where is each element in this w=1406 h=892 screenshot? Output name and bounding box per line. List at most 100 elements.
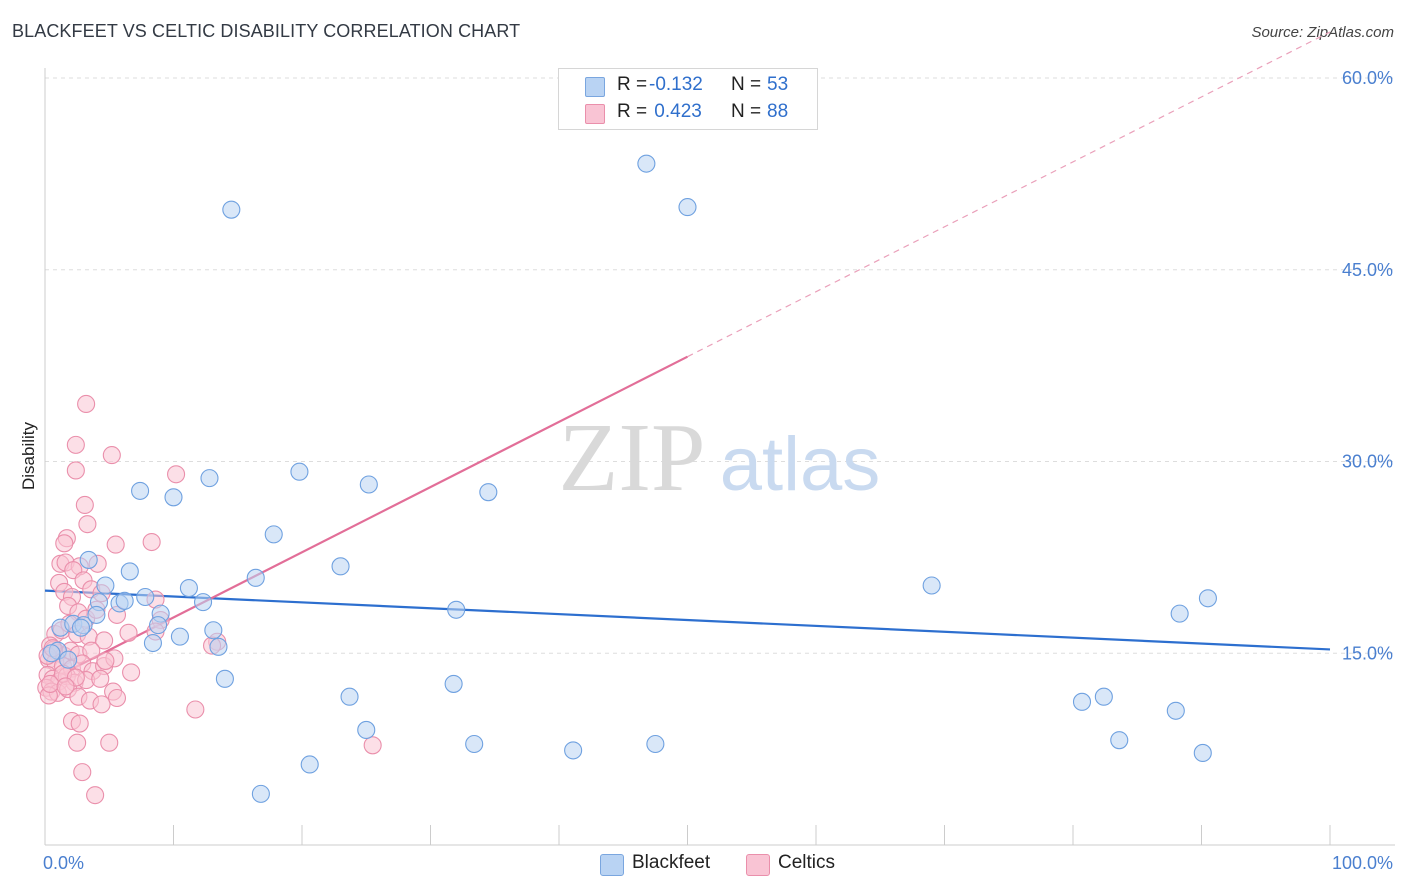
- point-blackfeet: [42, 644, 61, 663]
- legend-r-label: R =: [617, 101, 648, 122]
- point-celtics: [106, 535, 125, 554]
- point-blackfeet: [357, 720, 376, 740]
- stats-legend: R = -0.132 N = 53 R = 0.423 N = 88: [558, 68, 818, 130]
- point-celtics: [119, 623, 138, 642]
- bottom-legend-swatch-celtics: [746, 854, 770, 876]
- point-blackfeet: [209, 637, 228, 656]
- point-blackfeet: [331, 557, 350, 576]
- point-blackfeet: [1094, 687, 1113, 706]
- point-blackfeet: [79, 550, 98, 569]
- point-blackfeet: [59, 650, 78, 669]
- legend-n-value: 53: [767, 74, 789, 95]
- point-blackfeet: [444, 674, 463, 693]
- source-label: Source: ZipAtlas.com: [1251, 24, 1394, 41]
- point-blackfeet: [479, 483, 498, 502]
- bottom-legend-swatch-blackfeet: [600, 854, 624, 876]
- axes: [44, 68, 1395, 846]
- point-celtics: [92, 695, 111, 714]
- trend-line-extension: [687, 31, 1331, 358]
- point-blackfeet: [179, 579, 198, 598]
- y-tick-label: 60.0%: [1342, 68, 1393, 88]
- watermark-atlas: atlas: [720, 422, 881, 507]
- point-blackfeet: [1110, 731, 1129, 750]
- bottom-legend-label: Celtics: [778, 852, 836, 873]
- point-blackfeet: [264, 525, 283, 544]
- legend-r-label: R =: [617, 74, 648, 95]
- point-blackfeet: [204, 621, 223, 640]
- trend-line-blackfeet: [44, 589, 1331, 651]
- y-tick-label: 30.0%: [1342, 452, 1393, 472]
- legend-swatch-celtics: [585, 104, 605, 124]
- x-tick-label: 100.0%: [1332, 853, 1393, 873]
- point-celtics: [142, 532, 161, 552]
- point-blackfeet: [136, 587, 155, 607]
- point-celtics: [107, 688, 127, 708]
- y-axis-label: Disability: [19, 421, 38, 490]
- point-blackfeet: [246, 568, 265, 587]
- legend-r-value: -0.132: [649, 74, 703, 95]
- x-tick-label: 0.0%: [43, 853, 84, 873]
- point-blackfeet: [194, 593, 213, 612]
- point-celtics: [363, 736, 382, 755]
- point-celtics: [95, 631, 114, 650]
- point-blackfeet: [215, 669, 234, 688]
- point-celtics: [55, 534, 74, 553]
- point-blackfeet: [646, 734, 665, 754]
- point-blackfeet: [1198, 589, 1217, 608]
- point-blackfeet: [637, 154, 656, 173]
- point-blackfeet: [96, 576, 115, 595]
- watermark-zip: ZIP: [559, 404, 706, 512]
- point-celtics: [91, 669, 110, 688]
- legend-n-label: N =: [731, 74, 762, 95]
- y-tick-label: 45.0%: [1342, 260, 1393, 280]
- point-blackfeet: [251, 784, 270, 803]
- point-blackfeet: [340, 687, 359, 706]
- point-celtics: [78, 515, 97, 534]
- point-blackfeet: [1072, 692, 1092, 711]
- point-blackfeet: [115, 591, 134, 610]
- point-celtics: [167, 465, 186, 484]
- point-blackfeet: [200, 469, 219, 488]
- bottom-legend-label: Blackfeet: [632, 852, 711, 873]
- point-blackfeet: [222, 200, 241, 219]
- point-blackfeet: [447, 600, 466, 619]
- point-blackfeet: [143, 633, 162, 653]
- point-blackfeet: [170, 627, 189, 646]
- point-celtics: [66, 435, 85, 454]
- point-blackfeet: [290, 462, 309, 481]
- legend-n-value: 88: [767, 101, 789, 122]
- point-celtics: [122, 663, 141, 682]
- point-celtics: [100, 733, 119, 752]
- point-blackfeet: [564, 741, 583, 760]
- point-blackfeet: [678, 198, 697, 217]
- legend-r-value: 0.423: [649, 101, 702, 122]
- point-celtics: [77, 394, 96, 414]
- point-blackfeet: [359, 475, 378, 494]
- point-celtics: [86, 786, 105, 805]
- point-blackfeet: [922, 576, 941, 595]
- point-celtics: [41, 674, 60, 693]
- point-celtics: [96, 651, 115, 670]
- legend-swatch-blackfeet: [585, 77, 605, 97]
- point-celtics: [70, 714, 89, 733]
- point-blackfeet: [1170, 604, 1189, 623]
- data-points: [37, 154, 1217, 805]
- point-blackfeet: [87, 605, 106, 624]
- point-celtics: [73, 763, 92, 782]
- point-blackfeet: [71, 618, 91, 637]
- point-celtics: [186, 700, 205, 719]
- point-blackfeet: [465, 734, 484, 754]
- point-blackfeet: [164, 488, 183, 507]
- point-blackfeet: [131, 481, 150, 500]
- point-blackfeet: [149, 616, 168, 635]
- point-blackfeet: [1193, 743, 1212, 763]
- point-celtics: [66, 461, 85, 480]
- point-celtics: [82, 641, 101, 660]
- point-celtics: [102, 446, 121, 465]
- point-celtics: [68, 733, 87, 752]
- point-celtics: [75, 495, 94, 515]
- tick-labels: 15.0% 30.0% 45.0% 60.0% 0.0% 100.0%: [43, 68, 1393, 873]
- point-blackfeet: [300, 755, 319, 774]
- y-tick-label: 15.0%: [1342, 643, 1393, 663]
